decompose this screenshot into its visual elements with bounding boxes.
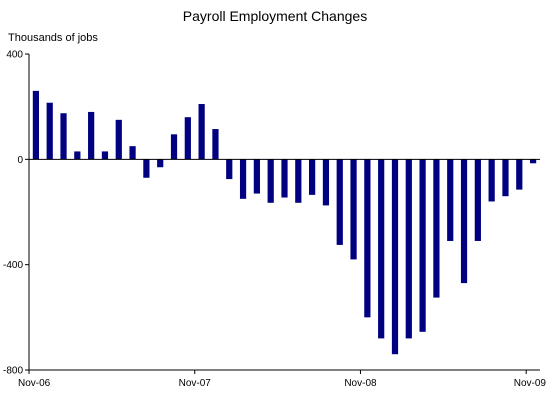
bar-Mar-08 (253, 159, 260, 194)
bar-Apr-09 (433, 159, 440, 298)
bar-May-07 (115, 119, 122, 160)
bar-May-09 (447, 159, 454, 241)
bar-Jan-08 (226, 159, 233, 180)
bar-Jan-07 (60, 113, 67, 160)
y-tick-label: -400 (3, 260, 23, 271)
y-axis-label: Thousands of jobs (8, 32, 98, 44)
bar-Sep-07 (170, 134, 178, 160)
bar-Feb-08 (239, 159, 247, 199)
bar-Nov-09 (529, 159, 537, 164)
bar-Apr-07 (101, 151, 109, 160)
x-ticks-group: Nov-06 Nov-07 Nov-08 Nov-09 (18, 370, 546, 389)
y-tick-label: 400 (6, 50, 23, 61)
x-tick-label: Nov-08 (344, 378, 377, 389)
x-tick-label: Nov-09 (514, 378, 547, 389)
x-tick-label: Nov-06 (18, 378, 51, 389)
bar-Nov-06 (32, 90, 40, 160)
y-tick-label: -800 (3, 366, 23, 377)
bar-Jul-09 (474, 159, 481, 241)
bar-Mar-07 (88, 111, 95, 160)
bar-Dec-08 (378, 159, 385, 339)
bar-Sep-08 (336, 159, 343, 245)
bar-Nov-07 (198, 104, 205, 160)
bars-group (32, 90, 537, 355)
y-tick-label: 0 (17, 155, 23, 166)
bar-Jun-08 (295, 159, 302, 203)
bar-Oct-09 (516, 159, 523, 190)
x-tick-label: Nov-07 (179, 378, 212, 389)
bar-Oct-07 (184, 117, 191, 160)
bar-Aug-08 (322, 159, 330, 206)
bar-Sep-09 (502, 159, 509, 197)
bar-Feb-09 (405, 159, 412, 339)
bar-Nov-08 (364, 159, 371, 318)
bar-Apr-08 (267, 159, 274, 203)
bar-Oct-08 (350, 159, 357, 260)
bar-Mar-09 (419, 159, 426, 332)
bar-Jul-08 (309, 159, 316, 195)
bar-May-08 (281, 159, 288, 198)
bar-Dec-07 (212, 129, 219, 160)
bar-Aug-07 (157, 159, 164, 168)
bar-Jan-09 (391, 159, 399, 355)
bar-Aug-09 (488, 159, 495, 202)
bar-Jul-07 (143, 159, 150, 178)
bar-Jun-07 (129, 146, 136, 160)
y-ticks-group: 400 0 -400 -800 (3, 50, 29, 377)
bar-Jun-09 (460, 159, 468, 284)
bar-Feb-07 (74, 151, 81, 160)
bar-Dec-06 (46, 102, 53, 160)
chart-title: Payroll Employment Changes (182, 8, 368, 24)
